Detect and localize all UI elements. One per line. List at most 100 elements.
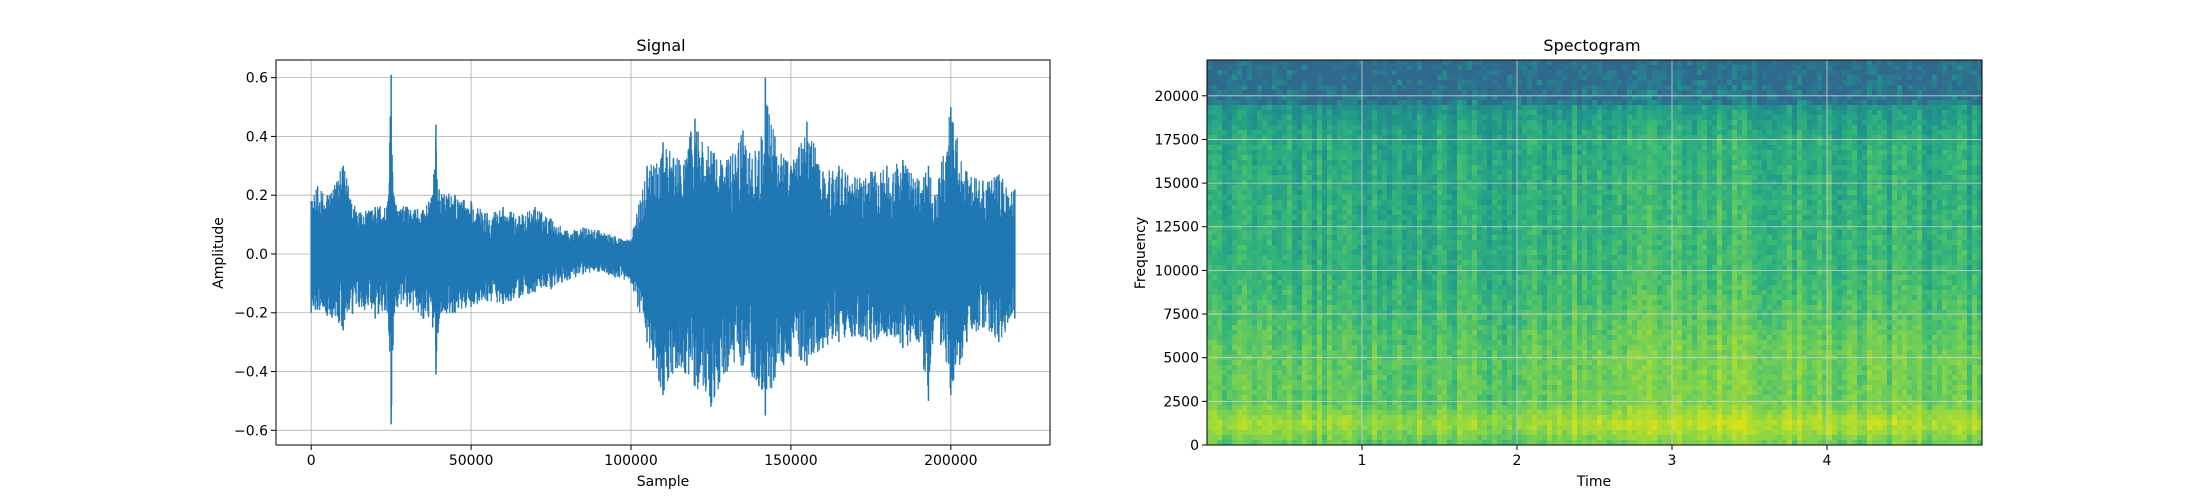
spectrogram-cell (1447, 420, 1453, 426)
spectrogram-cell (1317, 120, 1323, 126)
spectrogram-cell (1262, 250, 1268, 256)
spectrogram-cell (1412, 60, 1418, 66)
spectrogram-cell (1457, 410, 1463, 416)
spectrogram-cell (1517, 80, 1523, 86)
spectrogram-cell (1467, 340, 1473, 346)
spectrogram-cell (1492, 155, 1498, 161)
spectrogram-cell (1292, 295, 1298, 301)
spectrogram-cell (1267, 235, 1273, 241)
spectrogram-cell (1467, 175, 1473, 181)
spectrogram-cell (1307, 255, 1313, 261)
spectrogram-cell (1372, 260, 1378, 266)
spectrogram-cell (1472, 145, 1478, 151)
spectrogram-cell (1327, 280, 1333, 286)
spectrogram-cell (1352, 320, 1358, 326)
spectrogram-cell (1432, 75, 1438, 81)
spectrogram-cell (1272, 300, 1278, 306)
spectrogram-cell (1277, 435, 1283, 441)
spectrogram-cell (1457, 85, 1463, 91)
spectrogram-cell (1397, 360, 1403, 366)
spectrogram-cell (1207, 295, 1213, 301)
spectrogram-cell (1282, 170, 1288, 176)
spectrogram-cell (1362, 65, 1368, 71)
spectrogram-cell (1272, 285, 1278, 291)
spectrogram-cell (1267, 255, 1273, 261)
spectrogram-cell (1212, 145, 1218, 151)
spectrogram-cell (1327, 175, 1333, 181)
spectrogram-cell (1397, 155, 1403, 161)
spectrogram-cell (1452, 335, 1458, 341)
spectrogram-cell (1342, 195, 1348, 201)
spectrogram-cell (1332, 295, 1338, 301)
spectrogram-cell (1467, 165, 1473, 171)
spectrogram-cell (1432, 325, 1438, 331)
spectrogram-cell (1442, 140, 1448, 146)
spectrogram-cell (1387, 70, 1393, 76)
spectrogram-cell (1312, 440, 1318, 445)
spectrogram-cell (1342, 140, 1348, 146)
spectrogram-cell (1357, 340, 1363, 346)
spectrogram-cell (1432, 200, 1438, 206)
spectrogram-cell (1472, 105, 1478, 111)
spectrogram-cell (1207, 195, 1213, 201)
spectrogram-cell (1437, 250, 1443, 256)
spectrogram-cell (1267, 300, 1273, 306)
spectrogram-cell (1447, 415, 1453, 421)
spectrogram-cell (1232, 320, 1238, 326)
spectrogram-cell (1337, 245, 1343, 251)
spectrogram-cell (1247, 70, 1253, 76)
spectrogram-cell (1422, 130, 1428, 136)
spectrogram-cell (1302, 145, 1308, 151)
spectrogram-cell (1262, 135, 1268, 141)
spectrogram-cell (1387, 335, 1393, 341)
spectrogram-cell (1227, 155, 1233, 161)
spectrogram-cell (1337, 60, 1343, 66)
spectrogram-cell (1272, 400, 1278, 406)
spectrogram-cell (1317, 110, 1323, 116)
spectrogram-cell (1467, 195, 1473, 201)
spectrogram-cell (1212, 235, 1218, 241)
spectrogram-cell (1412, 365, 1418, 371)
spectrogram-cell (1277, 190, 1283, 196)
spectrogram-cell (1487, 295, 1493, 301)
spectrogram-cell (1252, 80, 1258, 86)
spectrogram-cell (1237, 85, 1243, 91)
spectrogram-cell (1257, 365, 1263, 371)
spectrogram-cell (1457, 120, 1463, 126)
spectrogram-cell (1357, 305, 1363, 311)
spectrogram-cell (1512, 405, 1518, 411)
spectrogram-cell (1337, 70, 1343, 76)
spectrogram-cell (1222, 430, 1228, 436)
spectrogram-cell (1267, 100, 1273, 106)
spectrogram-cell (1387, 375, 1393, 381)
spectrogram-cell (1467, 85, 1473, 91)
spectrogram-cell (1397, 110, 1403, 116)
spectrogram-cell (1432, 440, 1438, 445)
spectrogram-cell (1407, 395, 1413, 401)
spectrogram-cell (1377, 220, 1383, 226)
spectrogram-cell (1482, 405, 1488, 411)
spectrogram-cell (1462, 330, 1468, 336)
spectrogram-cell (1457, 325, 1463, 331)
spectrogram-cell (1267, 215, 1273, 221)
spectrogram-cell (1212, 270, 1218, 276)
spectrogram-cell (1337, 300, 1343, 306)
spectrogram-cell (1292, 365, 1298, 371)
spectrogram-cell (1302, 230, 1308, 236)
spectrogram-cell (1447, 325, 1453, 331)
spectrogram-cell (1282, 305, 1288, 311)
spectrogram-cell (1242, 80, 1248, 86)
spectrogram-cell (1332, 75, 1338, 81)
spectrogram-cell (1402, 80, 1408, 86)
spectrogram-cell (1257, 185, 1263, 191)
spectrogram-cell (1427, 220, 1433, 226)
spectrogram-cell (1482, 95, 1488, 101)
spectrogram-cell (1472, 295, 1478, 301)
spectrogram-cell (1362, 255, 1368, 261)
spectrogram-cell (1327, 425, 1333, 431)
spectrogram-cell (1302, 60, 1308, 66)
spectrogram-cell (1322, 185, 1328, 191)
spectrogram-cell (1237, 435, 1243, 441)
spectrogram-cell (1257, 245, 1263, 251)
